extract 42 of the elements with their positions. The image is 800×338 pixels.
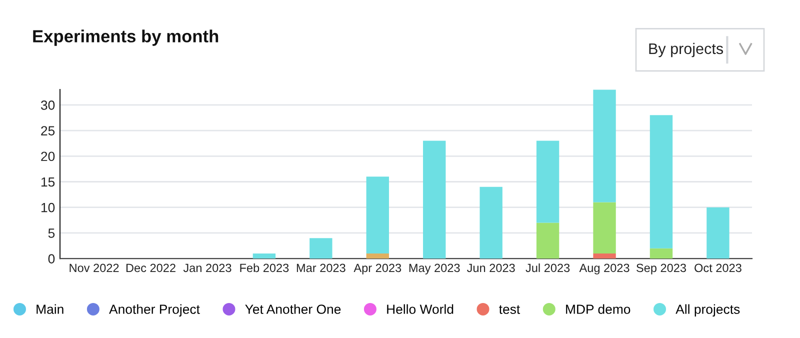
bar	[593, 202, 616, 254]
legend-label: Another Project	[109, 304, 200, 317]
x-tick-label: Nov 2022	[70, 264, 119, 272]
bar	[423, 140, 446, 259]
chart-title: Experiments by month	[33, 30, 218, 46]
bar	[366, 176, 389, 254]
bar	[252, 253, 276, 259]
x-tick-label: Sep 2023	[636, 264, 686, 274]
legend-label: Main	[36, 304, 64, 314]
x-tick-label: Jan 2023	[183, 264, 232, 272]
legend-label: Yet Another One	[245, 304, 341, 314]
bar	[536, 140, 560, 223]
bar	[706, 207, 730, 259]
x-tick-label: Feb 2023	[240, 263, 289, 272]
legend-label: test	[499, 305, 520, 314]
legend-label: MDP demo	[566, 304, 630, 314]
bar	[650, 248, 673, 259]
x-tick-label: Dec 2022	[126, 264, 176, 272]
bar	[310, 238, 332, 259]
y-tick-label: 15	[41, 177, 55, 187]
x-tick-label: Jul 2023	[526, 263, 570, 272]
bar	[480, 186, 502, 259]
x-tick-label: Mar 2023	[296, 264, 346, 272]
x-tick-label: May 2023	[409, 264, 460, 274]
y-tick-label: 30	[40, 100, 55, 110]
legend-label: All projects	[676, 304, 740, 317]
y-tick-label: 20	[41, 152, 55, 162]
y-tick-label: 10	[41, 202, 55, 212]
y-tick-label: 0	[48, 254, 55, 264]
bar	[536, 222, 560, 259]
bar	[366, 253, 389, 259]
x-tick-label: Aug 2023	[579, 264, 630, 274]
legend-label: Hello World	[387, 304, 454, 314]
bar	[593, 253, 616, 259]
text: By projects	[649, 42, 724, 58]
y-tick-label: 5	[48, 228, 55, 238]
y-tick-label: 25	[41, 126, 55, 136]
bar	[650, 115, 673, 248]
x-tick-label: Apr 2023	[354, 264, 402, 274]
x-tick-label: Oct 2023	[694, 264, 742, 272]
bar	[593, 90, 616, 202]
x-tick-label: Jun 2023	[466, 264, 515, 272]
